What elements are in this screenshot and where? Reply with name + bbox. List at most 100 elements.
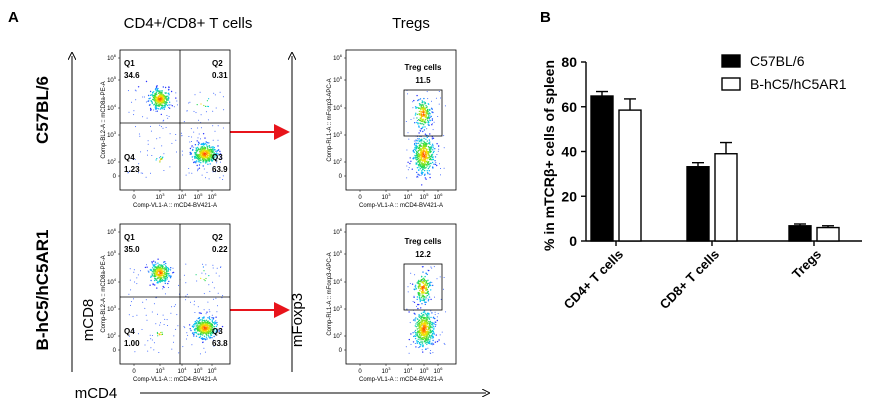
x-tick-label: 104 [178,366,188,375]
y-tick-label: 106 [107,227,117,236]
quadrant-name: Q4 [124,327,135,336]
quadrant-name: Q4 [124,153,135,162]
y-tick-exponent: 4 [114,277,117,282]
x-tick-label: 105 [194,366,204,375]
y-tick-label: 105 [107,249,117,258]
y-axis-label-foxp3: mFoxp3 [289,293,306,347]
y-tick-exponent: 2 [340,157,343,162]
y-tick-label: 105 [107,75,117,84]
quadrant-value: 1.23 [124,165,140,174]
double-negative-population [156,331,164,337]
x-tick-exponent: 3 [388,366,391,371]
quadrant-value: 1.00 [124,339,140,348]
plot-x-axis-label: Comp-VL1-A :: mCD4-BV421-A [359,203,443,209]
y-tick-label: 102 [107,157,117,166]
plot-frame [345,223,457,365]
x-tick-exponent: 3 [162,192,165,197]
x-tick-label: CD8+ T cells [657,247,723,313]
double-positive-population [195,266,210,282]
col-title-cd4cd8: CD4+/CD8+ T cells [124,15,253,32]
y-tick-exponent: 5 [340,249,343,254]
x-tick-label: 104 [404,366,414,375]
x-tick-label: 104 [178,192,188,201]
quadrant-plot-c57bl6: Q1 34.6 Q2 0.31 Q4 1.23 Q3 63.9 106 105 104 103 102 0… [101,49,231,209]
x-tick-exponent: 5 [426,192,429,197]
plot-y-axis-label: Comp-RL1-A :: mFoxp3-APC-A [327,78,333,161]
y-tick-label: 0 [339,348,343,354]
y-tick-label: 0 [113,174,117,180]
treg-plot-bhc5: Treg cells 12.2 106 105 104 103 102 0 0 103 104 105… [327,223,457,383]
gate-label: Treg cells [405,237,442,246]
x-tick-exponent: 6 [214,366,217,371]
bar-2-1 [816,226,840,242]
plot-frame [119,223,231,365]
foxp3-negative-population [408,307,440,353]
y-tick-label: 103 [333,304,343,313]
x-tick-exponent: 6 [440,366,443,371]
y-tick-label: 104 [107,103,117,112]
y-tick-label: 103 [333,130,343,139]
x-tick-label: 106 [434,366,444,375]
bar-chart: 0 20 40 60 80% in mTCRβ+ cells of spleenCD4+… [541,53,862,312]
legend-label: C57BL/6 [750,53,805,69]
x-tick-label: 0 [132,195,136,201]
y-tick-label: 102 [333,157,343,166]
cd8-population [137,80,177,116]
x-tick-exponent: 6 [214,192,217,197]
bar-2-0 [788,225,812,242]
x-tick-label: 105 [194,192,204,201]
y-tick-exponent: 2 [340,331,343,336]
plot-frame [345,49,457,191]
y-tick-label: 102 [333,331,343,340]
x-tick-exponent: 6 [440,192,443,197]
panel-b-letter: B [540,9,551,26]
x-tick-label: 106 [434,192,444,201]
treg-population [413,94,434,135]
x-tick-label: 103 [382,192,392,201]
gate-label: Treg cells [405,63,442,72]
x-axis-label-cd4: mCD4 [75,385,118,402]
x-tick-exponent: 4 [184,192,187,197]
row-label-c57bl6: C57BL/6 [33,76,52,144]
legend-label: B-hC5/hC5AR1 [750,76,847,92]
y-tick-exponent: 6 [340,53,343,58]
plot-x-axis-label: Comp-VL1-A :: mCD4-BV421-A [133,203,217,209]
y-tick-exponent: 3 [114,304,117,309]
y-tick-label: 106 [107,53,117,62]
quadrant-name: Q1 [124,59,135,68]
y-tick-label: 105 [333,75,343,84]
quadrant-value: 63.9 [212,165,228,174]
y-tick-label: 0 [113,348,117,354]
plot-x-axis-label: Comp-VL1-A :: mCD4-BV421-A [359,377,443,383]
x-tick-label: 106 [208,366,218,375]
y-tick-exponent: 3 [340,304,343,309]
col-title-tregs: Tregs [392,15,430,32]
y-tick-exponent: 4 [340,277,343,282]
cd8-population [144,258,175,289]
y-tick-label: 40 [561,144,577,160]
x-tick-exponent: 5 [200,192,203,197]
quadrant-name: Q1 [124,233,135,242]
quadrant-name: Q2 [212,59,223,68]
quadrant-plot-bhc5: Q1 35.0 Q2 0.22 Q4 1.00 Q3 63.8 106 105 104 103 102 0… [101,223,231,383]
x-tick-exponent: 4 [184,366,187,371]
panel-a-letter: A [8,9,19,26]
x-tick-label: 105 [420,366,430,375]
x-tick-label: 103 [156,366,166,375]
y-tick-exponent: 5 [114,249,117,254]
plot-x-axis-label: Comp-VL1-A :: mCD4-BV421-A [133,377,217,383]
y-tick-label: 103 [107,130,117,139]
x-tick-label: 106 [208,192,218,201]
quadrant-value: 0.31 [212,71,228,80]
gate-value: 11.5 [415,76,431,85]
x-tick-label: 104 [404,192,414,201]
y-tick-label: 102 [107,331,117,340]
y-tick-exponent: 5 [114,75,117,80]
quadrant-name: Q2 [212,233,223,242]
x-tick-label: 0 [358,369,362,375]
bar-1-1 [714,153,738,242]
plot-y-axis-label: Comp-BL2-A :: mCD8a-PE-A [101,81,107,158]
gate-value: 12.2 [415,250,431,259]
x-tick-label: Tregs [789,247,824,282]
